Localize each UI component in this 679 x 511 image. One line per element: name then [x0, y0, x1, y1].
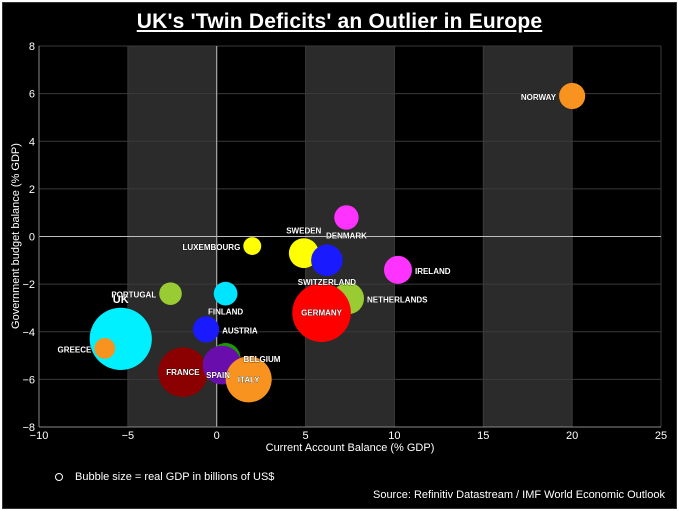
label-germany: GERMANY [301, 309, 343, 318]
x-tick-label: 20 [566, 430, 578, 442]
label-uk: UK [113, 294, 129, 306]
label-france: FRANCE [166, 368, 200, 377]
chart-title: UK's 'Twin Deficits' an Outlier in Europ… [136, 10, 543, 33]
bubble-ireland [383, 255, 412, 284]
label-austria: AUSTRIA [222, 326, 258, 335]
bubble-greece [94, 338, 116, 359]
label-ireland: IRELAND [415, 267, 451, 276]
y-tick-label: −6 [22, 374, 35, 386]
label-luxembourg: LUXEMBOURG [183, 243, 241, 252]
bubble-france [158, 347, 208, 398]
label-switzerland: SWITZERLAND [298, 278, 356, 287]
y-tick-label: −8 [22, 422, 35, 434]
y-tick-label: 2 [29, 184, 35, 196]
bubble-germany [292, 283, 351, 343]
bubble-size-note: Bubble size = real GDP in billions of US… [55, 471, 274, 483]
source-note: Source: Refinitiv Datastream / IMF World… [372, 489, 665, 501]
label-finland: FINLAND [208, 307, 243, 316]
x-tick-label: −10 [30, 430, 49, 442]
label-italy: ITALY [238, 375, 260, 384]
bubble-finland [213, 281, 238, 306]
bubble-luxembourg [243, 237, 262, 255]
legend-circle-icon [55, 473, 63, 482]
label-spain: SPAIN [206, 371, 230, 380]
x-axis-label: Current Account Balance (% GDP) [266, 442, 435, 454]
x-tick-label: 0 [214, 430, 220, 442]
bubble-italy [225, 356, 272, 403]
bubble-uk [89, 307, 152, 370]
y-tick-label: 0 [29, 232, 35, 244]
label-netherlands: NETHERLANDS [367, 295, 428, 304]
y-tick-label: 8 [29, 41, 35, 53]
x-tick-label: −5 [122, 430, 135, 442]
x-tick-label: 15 [477, 430, 489, 442]
label-belgium: BELGIUM [244, 355, 281, 364]
label-portugal: PORTUGAL [111, 291, 156, 300]
bubble-size-note-text: Bubble size = real GDP in billions of US… [75, 471, 275, 483]
label-norway: NORWAY [521, 93, 557, 102]
x-tick-label: 10 [388, 430, 400, 442]
bubble-norway [559, 82, 586, 110]
y-tick-label: 4 [29, 136, 35, 148]
x-tick-label: 5 [303, 430, 309, 442]
label-sweden: SWEDEN [286, 226, 321, 235]
y-tick-label: −2 [22, 279, 35, 291]
bubble-portugal [159, 282, 182, 305]
label-greece: GREECE [58, 345, 92, 354]
x-tick-label: 25 [655, 430, 667, 442]
bubble-switzerland [311, 244, 343, 277]
label-denmark: DENMARK [326, 232, 367, 241]
bubble-austria [192, 316, 220, 343]
bubble-denmark [334, 205, 359, 230]
y-tick-label: 6 [29, 89, 35, 101]
y-axis-label: Government budget balance (% GDP) [10, 143, 22, 329]
y-tick-label: −4 [22, 327, 35, 339]
